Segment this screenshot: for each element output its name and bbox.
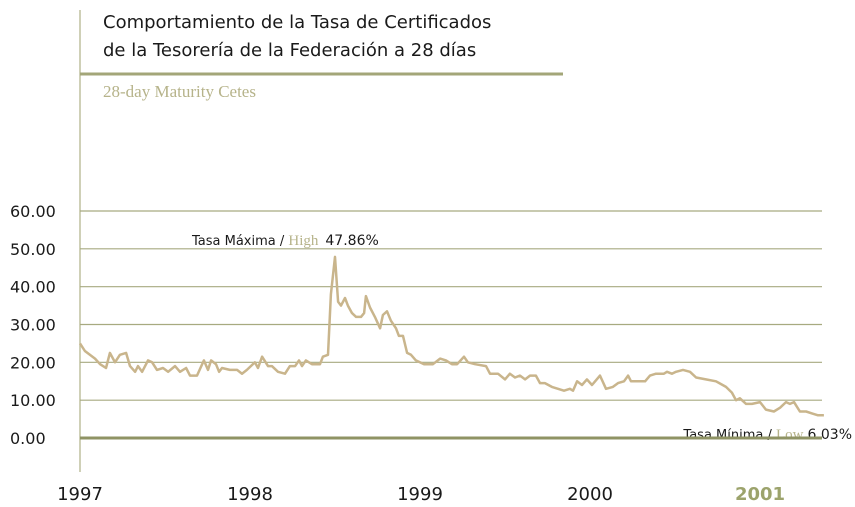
y-tick-label: 10.00	[10, 391, 56, 410]
x-tick-label: 1999	[397, 484, 443, 505]
annotation-text: Tasa Máxima /	[191, 234, 288, 249]
y-tick-label: 60.00	[10, 202, 56, 221]
annotation: Tasa Máxima / High 47.86%	[191, 233, 379, 249]
y-tick-label: 40.00	[10, 278, 56, 297]
chart-title: Comportamiento de la Tasa de Certificado…	[103, 12, 491, 33]
y-tick-label: 50.00	[10, 240, 56, 259]
annotation-highlight: Low	[776, 427, 804, 443]
x-tick-label: 1997	[57, 484, 103, 505]
data-line	[78, 255, 824, 417]
annotation-text: Tasa Mínima /	[682, 428, 776, 443]
chart-subtitle: 28-day Maturity Cetes	[103, 82, 256, 101]
annotation: Tasa Mínima / Low 6.03%	[682, 427, 852, 443]
annotation-label: 6.03%	[808, 427, 852, 443]
x-tick-label: 1998	[227, 484, 273, 505]
y-tick-label: 30.00	[10, 316, 56, 335]
chart-title: de la Tesorería de la Federación a 28 dí…	[103, 40, 476, 61]
x-tick-label: 2000	[567, 484, 613, 505]
annotation-label: 47.86%	[325, 233, 378, 249]
x-tick-label: 2001	[735, 484, 785, 505]
y-tick-label: 0.00	[10, 429, 46, 448]
y-tick-label: 20.00	[10, 353, 56, 372]
annotation-highlight: High	[288, 233, 319, 249]
